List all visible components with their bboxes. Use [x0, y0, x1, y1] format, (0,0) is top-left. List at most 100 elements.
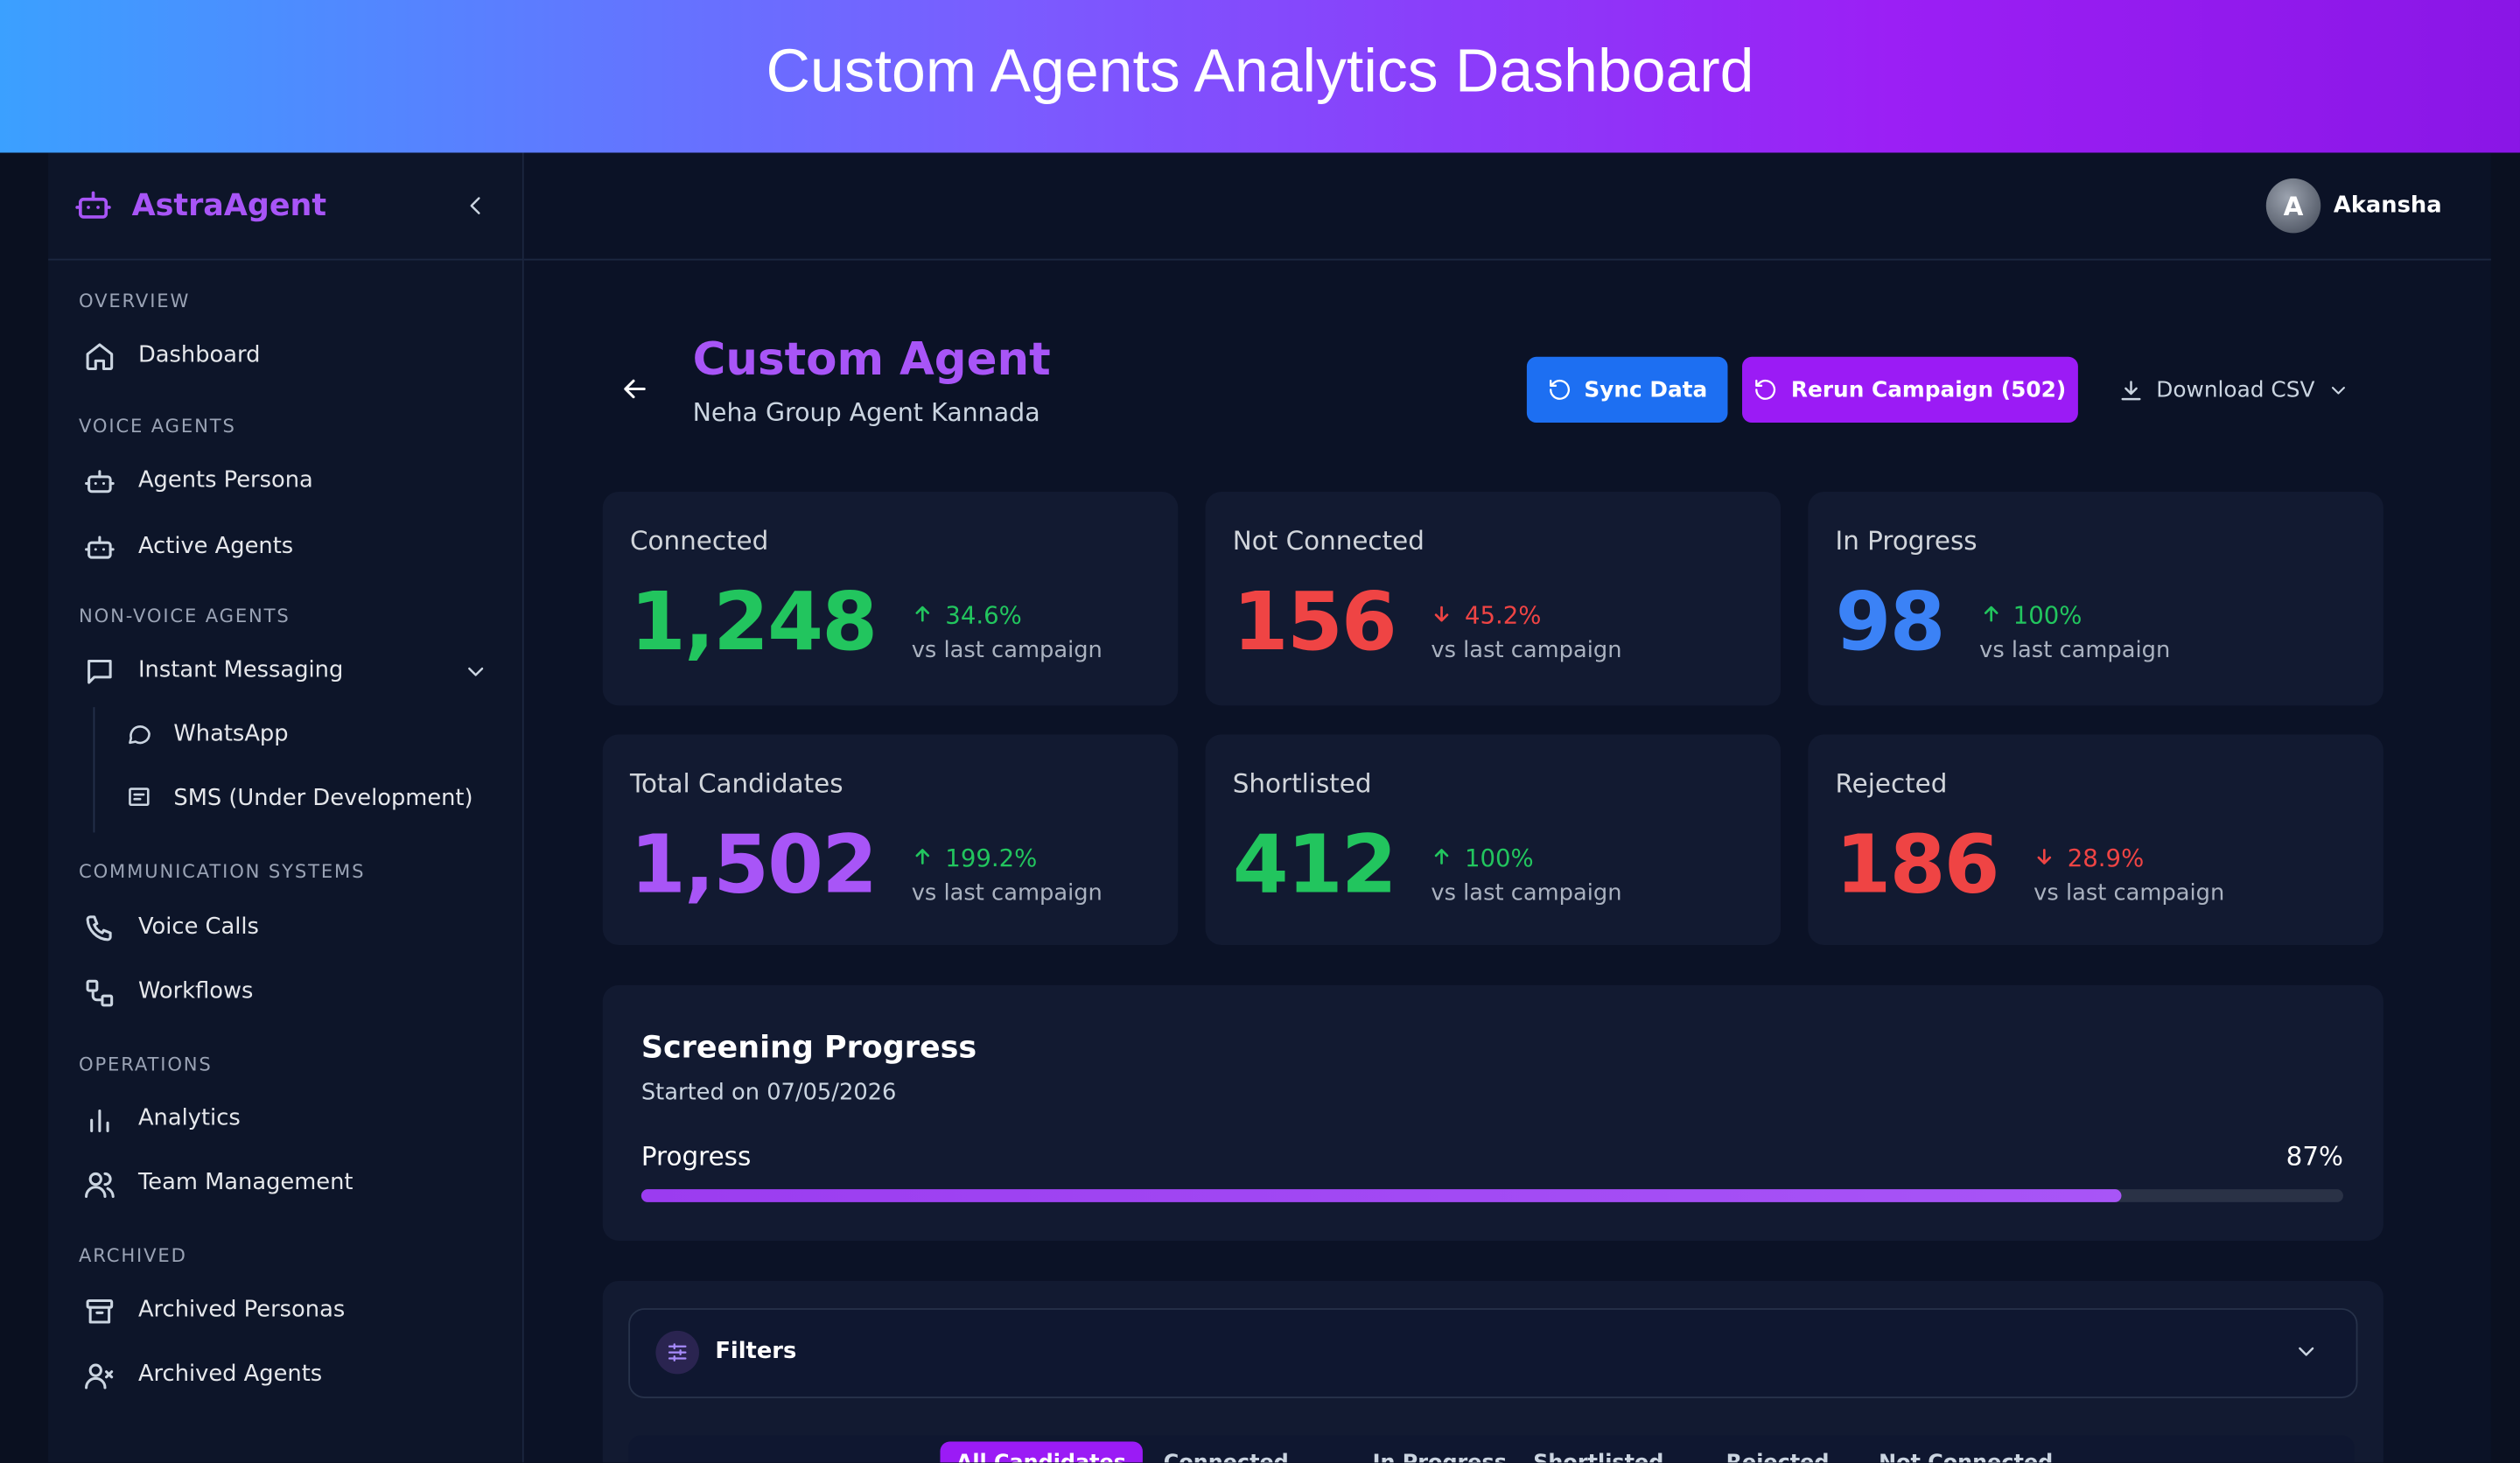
nav-item[interactable]: Dashboard	[137, 342, 261, 368]
sidebar	[48, 152, 524, 1463]
filters-chevron[interactable]	[2293, 1339, 2319, 1371]
filter-tab[interactable]: All Candidates	[940, 1441, 1143, 1463]
nav-icon[interactable]	[84, 1360, 116, 1398]
stat-change: 199.2%	[945, 844, 1038, 873]
stat-change: 45.2%	[1464, 600, 1542, 630]
screening-started: Started on 07/05/2026	[640, 1080, 897, 1106]
change-arrow	[1431, 844, 1453, 876]
page-subtitle: Neha Group Agent Kannada	[692, 398, 1040, 428]
stat-value: 1,248	[629, 575, 878, 669]
filter-tab[interactable]: Connected	[1157, 1442, 1295, 1463]
nav-item[interactable]: Voice Calls	[137, 914, 259, 941]
stat-note: vs last campaign	[2034, 880, 2225, 906]
stat-label: Not Connected	[1232, 525, 1424, 556]
change-arrow	[1431, 601, 1453, 634]
stat-card	[1808, 734, 2384, 945]
sync-button[interactable]: Sync Data	[1526, 356, 1728, 424]
stat-card	[602, 734, 1179, 945]
stat-note: vs last campaign	[1431, 638, 1622, 664]
header-banner	[0, 0, 2520, 153]
expand-chevron[interactable]	[463, 659, 488, 691]
nav-item[interactable]: Archived Personas	[137, 1297, 346, 1323]
button-label: Download CSV	[2156, 376, 2315, 403]
button-label: Sync Data	[1584, 376, 1708, 403]
brand: AstraAgent	[131, 187, 327, 224]
section-label: VOICE AGENTS	[78, 414, 236, 438]
nav-icon[interactable]	[84, 655, 116, 694]
stat-change: 100%	[1464, 844, 1534, 873]
filters-label: Filters	[715, 1338, 797, 1365]
change-arrow	[912, 601, 934, 634]
nav-item[interactable]: Analytics	[137, 1105, 241, 1132]
change-arrow	[912, 844, 934, 876]
nav-item[interactable]: Active Agents	[137, 533, 294, 560]
screening-title: Screening Progress	[640, 1030, 977, 1066]
nav-item[interactable]: Agents Persona	[137, 467, 313, 494]
filters-icon	[655, 1330, 699, 1375]
progress-label: Progress	[640, 1141, 752, 1172]
section-label: COMMUNICATION SYSTEMS	[78, 859, 366, 883]
section-label: OPERATIONS	[78, 1053, 213, 1075]
stat-label: In Progress	[1835, 525, 1978, 556]
sidebar-divider	[48, 258, 522, 261]
filter-tab[interactable]: Shortlisted	[1527, 1442, 1670, 1463]
nav-icon[interactable]	[84, 977, 116, 1016]
nav-icon[interactable]	[84, 913, 116, 951]
collapse-button[interactable]	[463, 192, 488, 227]
section-label: NON-VOICE AGENTS	[78, 604, 290, 627]
nav-icon[interactable]	[84, 1104, 116, 1143]
nav-icon[interactable]	[84, 532, 116, 570]
stat-change: 100%	[2012, 600, 2082, 630]
user-name[interactable]: Akansha	[2333, 192, 2442, 219]
stat-value: 98	[1835, 575, 1946, 669]
stat-card	[1205, 492, 1782, 706]
tabs-bar	[628, 1435, 2355, 1463]
stat-note: vs last campaign	[911, 638, 1102, 664]
stat-card	[1808, 492, 2384, 706]
nav-icon[interactable]	[84, 466, 116, 505]
nav-icon[interactable]	[84, 1295, 116, 1334]
nav-item[interactable]: SMS (Under Development)	[173, 786, 473, 812]
page-title: Custom Agent	[692, 332, 1051, 386]
filter-tab[interactable]: In Progress	[1366, 1442, 1513, 1463]
nav-item[interactable]: Archived Agents	[137, 1361, 323, 1388]
stat-value: 412	[1232, 817, 1397, 912]
stat-note: vs last campaign	[911, 880, 1102, 906]
filter-tab[interactable]: Not Connected	[1872, 1442, 2060, 1463]
section-label: OVERVIEW	[78, 289, 191, 312]
stat-card	[602, 492, 1179, 706]
filter-tab[interactable]: Rejected	[1719, 1442, 1836, 1463]
filters-bar[interactable]	[628, 1308, 2358, 1398]
stat-value: 186	[1835, 817, 2000, 912]
nav-item[interactable]: Instant Messaging	[137, 657, 344, 683]
avatar[interactable]: A	[2265, 178, 2321, 234]
header-title: Custom Agents Analytics Dashboard	[766, 38, 1754, 107]
stat-change: 28.9%	[2067, 844, 2145, 873]
section-label: ARCHIVED	[78, 1243, 187, 1267]
button-label: Rerun Campaign (502)	[1790, 376, 2067, 403]
nav-item[interactable]: Team Management	[137, 1170, 354, 1196]
stat-label: Connected	[629, 525, 769, 556]
stat-note: vs last campaign	[1431, 880, 1622, 906]
rerun-button[interactable]: Rerun Campaign (502)	[1742, 356, 2078, 424]
nav-item[interactable]: WhatsApp	[173, 721, 289, 748]
stat-label: Rejected	[1835, 767, 1948, 799]
stat-label: Total Candidates	[629, 767, 844, 799]
stat-card	[1205, 734, 1782, 945]
submenu-line	[93, 707, 95, 833]
stat-value: 1,502	[629, 817, 878, 912]
nav-icon[interactable]	[84, 340, 116, 379]
download-button[interactable]: Download CSV	[2105, 357, 2362, 423]
progress-value-label: 87%	[2286, 1141, 2343, 1172]
nav-icon[interactable]	[125, 720, 152, 754]
screening-card	[602, 984, 2384, 1241]
back-button[interactable]	[619, 373, 651, 411]
nav-icon[interactable]	[84, 1168, 116, 1207]
nav-icon[interactable]	[125, 784, 152, 818]
nav-item[interactable]: Workflows	[137, 978, 254, 1004]
progress-bar	[640, 1189, 2123, 1202]
change-arrow	[1979, 601, 2002, 634]
brand-icon	[74, 186, 112, 231]
change-arrow	[2034, 844, 2056, 876]
